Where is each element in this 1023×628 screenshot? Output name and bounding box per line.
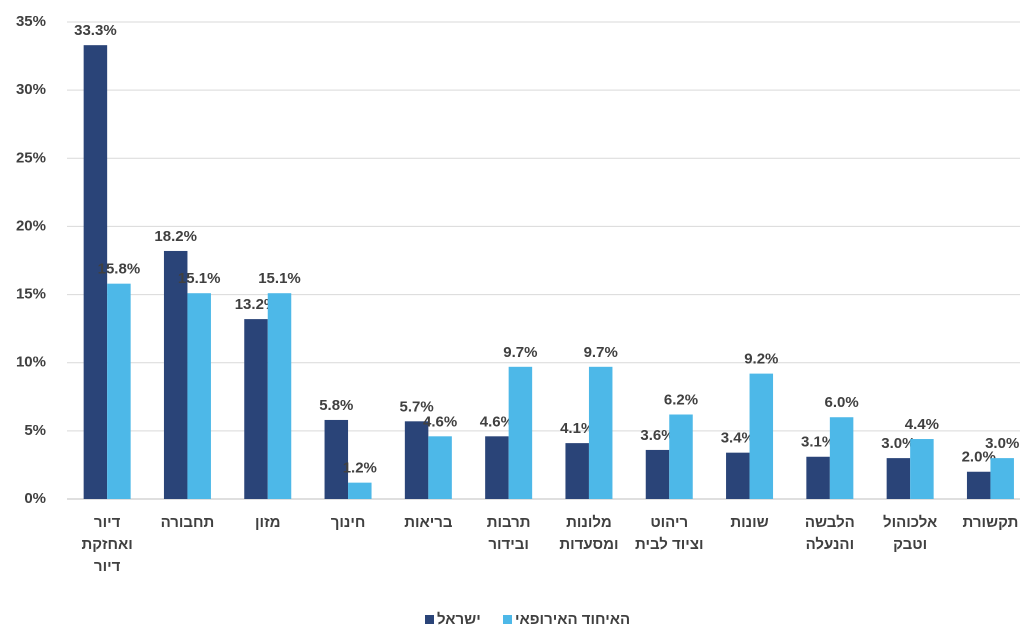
bar	[829, 417, 854, 499]
data-label: 15.1%	[258, 270, 301, 287]
legend-label: האיחוד האירופאי	[515, 611, 630, 628]
bar	[107, 283, 131, 499]
legend-swatch	[425, 615, 434, 624]
bar	[806, 456, 830, 499]
bar	[749, 373, 774, 499]
data-label: 18.2%	[154, 228, 197, 245]
bar	[565, 443, 589, 499]
bar	[726, 452, 750, 499]
bar	[990, 458, 1014, 499]
bar	[187, 293, 211, 499]
data-label: 4.1%	[560, 420, 594, 437]
y-tick-label: 25%	[16, 149, 46, 166]
y-tick-label: 0%	[24, 490, 46, 507]
data-label: 3.6%	[640, 427, 674, 444]
data-label: 5.8%	[319, 397, 353, 414]
data-label: 6.2%	[664, 391, 698, 408]
x-tick-label: מזון	[255, 514, 281, 531]
bar	[669, 414, 693, 499]
y-tick-label: 20%	[16, 217, 46, 234]
data-label: 2.0%	[962, 449, 996, 466]
bar	[508, 366, 533, 499]
data-label: 4.6%	[480, 413, 514, 430]
bar	[645, 449, 670, 499]
bar	[83, 45, 108, 499]
x-tick-label: אלכוהול וטבק	[883, 514, 938, 553]
legend-swatch	[503, 615, 512, 624]
data-label: 13.2%	[235, 296, 278, 313]
data-label: 5.7%	[399, 398, 433, 415]
y-tick-label: 10%	[16, 354, 46, 371]
y-tick-label: 30%	[16, 81, 46, 98]
data-label: 4.4%	[905, 416, 939, 433]
bar	[485, 436, 509, 499]
x-tick-label: הלבשה והנעלה	[804, 514, 855, 553]
y-tick-label: 35%	[16, 13, 46, 30]
bar	[267, 293, 292, 499]
data-label: 15.8%	[98, 261, 141, 278]
x-tick-label: מלונות ומסעדות	[559, 514, 619, 553]
x-tick-label: תחבורה	[160, 514, 215, 531]
legend-label: ישראל	[437, 611, 481, 628]
y-tick-label: 15%	[16, 286, 46, 303]
data-label: 9.2%	[744, 351, 778, 368]
data-label: 4.6%	[423, 413, 457, 430]
y-tick-label: 5%	[24, 422, 46, 439]
bar	[966, 471, 991, 499]
x-tick-label: חינוך	[330, 514, 366, 531]
data-label: 9.7%	[584, 344, 618, 361]
x-tick-label: תרבות ובידור	[486, 514, 531, 553]
bar	[886, 458, 911, 499]
bar	[910, 439, 934, 499]
bar	[244, 319, 268, 499]
bar	[588, 366, 613, 499]
x-tick-label: שונות	[730, 514, 769, 531]
x-tick-label: תקשורת	[962, 514, 1019, 531]
data-label: 3.0%	[985, 435, 1019, 452]
bar	[428, 436, 452, 499]
data-label: 1.2%	[343, 460, 377, 477]
bar	[324, 419, 349, 499]
data-label: 3.4%	[721, 430, 755, 447]
bar	[348, 482, 372, 499]
data-label: 3.0%	[881, 435, 915, 452]
data-label: 9.7%	[503, 344, 537, 361]
data-label: 15.1%	[178, 270, 221, 287]
data-label: 6.0%	[824, 394, 858, 411]
data-label: 33.3%	[74, 22, 117, 39]
x-tick-label: דיור ואחזקת דיור	[81, 514, 133, 575]
x-tick-label: בריאות	[404, 514, 453, 531]
data-label: 3.1%	[801, 434, 835, 451]
bar	[163, 250, 188, 499]
x-tick-label: ריהוט וציוד לבית	[635, 514, 704, 553]
bar	[404, 421, 429, 499]
